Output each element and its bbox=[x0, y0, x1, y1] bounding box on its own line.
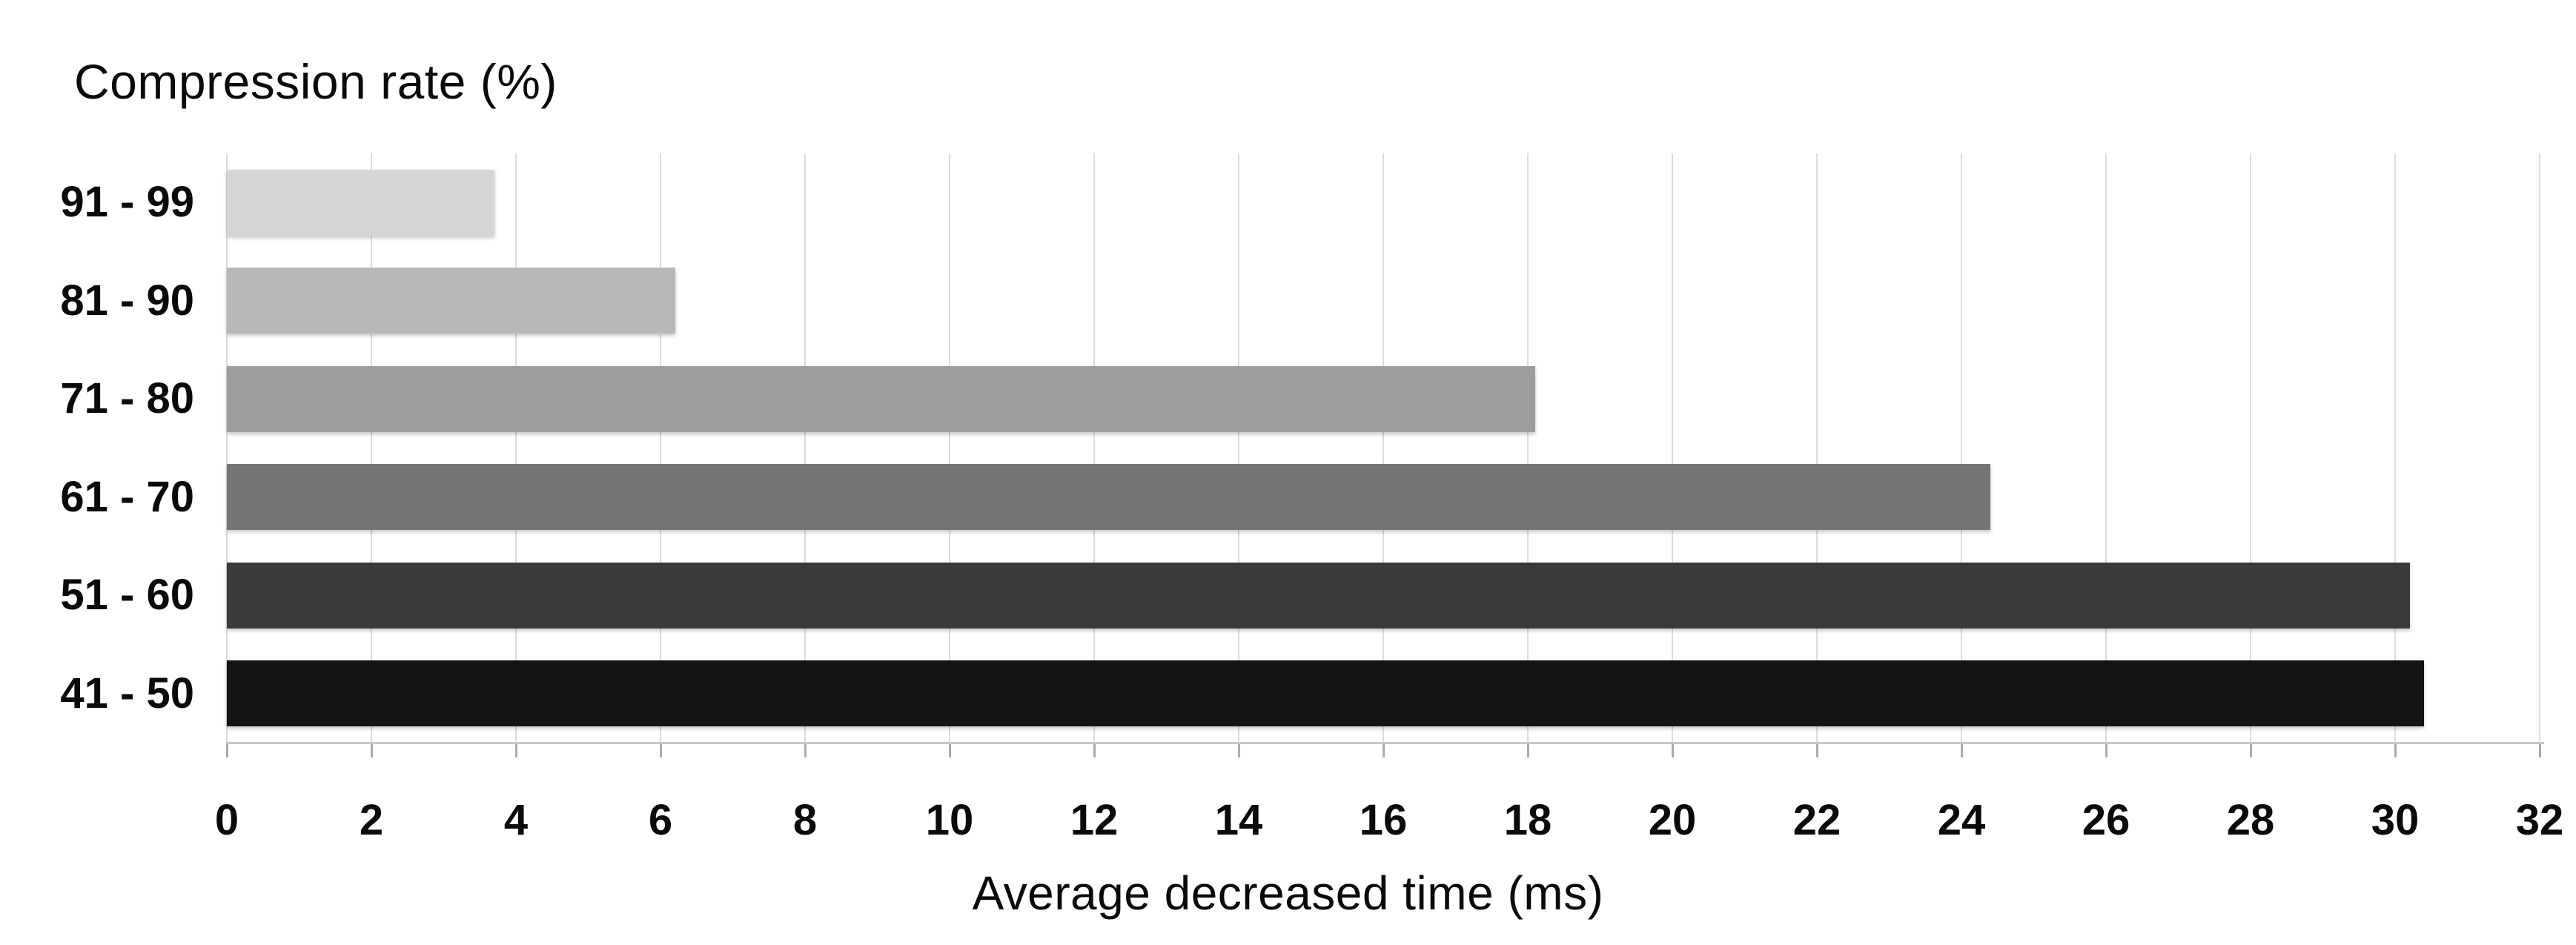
gridline bbox=[2539, 153, 2540, 743]
bar bbox=[227, 464, 1990, 531]
x-tick-label: 22 bbox=[1792, 796, 1841, 844]
axis-tick-mark bbox=[2539, 743, 2541, 757]
x-axis-line bbox=[227, 742, 2544, 744]
x-tick-label: 18 bbox=[1503, 796, 1552, 844]
x-tick-label: 14 bbox=[1214, 796, 1263, 844]
gridline bbox=[226, 153, 228, 743]
axis-tick-mark bbox=[804, 743, 807, 757]
x-tick-label: 30 bbox=[2371, 796, 2420, 844]
gridline bbox=[2105, 153, 2107, 743]
bar bbox=[227, 268, 675, 334]
gridline bbox=[660, 153, 661, 743]
chart-title: Compression rate (%) bbox=[74, 54, 557, 109]
axis-tick-mark bbox=[2105, 743, 2108, 757]
axis-tick-mark bbox=[1383, 743, 1385, 757]
axis-tick-mark bbox=[226, 743, 228, 757]
gridline bbox=[1961, 153, 1962, 743]
x-tick-label: 12 bbox=[1070, 796, 1119, 844]
gridline bbox=[515, 153, 517, 743]
axis-tick-mark bbox=[1816, 743, 1818, 757]
x-tick-label: 8 bbox=[792, 796, 818, 844]
x-tick-label: 6 bbox=[648, 796, 673, 844]
gridline bbox=[804, 153, 806, 743]
category-label: 91 - 99 bbox=[60, 178, 194, 227]
axis-tick-mark bbox=[2394, 743, 2397, 757]
axis-tick-mark bbox=[1961, 743, 1963, 757]
bar bbox=[227, 365, 1535, 432]
bar bbox=[227, 169, 494, 236]
x-tick-label: 20 bbox=[1648, 796, 1697, 844]
gridline bbox=[1238, 153, 1239, 743]
axis-tick-mark bbox=[1093, 743, 1096, 757]
gridline bbox=[371, 153, 372, 743]
gridline bbox=[2394, 153, 2396, 743]
axis-tick-mark bbox=[515, 743, 517, 757]
x-tick-label: 0 bbox=[214, 796, 239, 844]
gridline bbox=[2250, 153, 2251, 743]
axis-tick-mark bbox=[371, 743, 373, 757]
gridline bbox=[1093, 153, 1095, 743]
x-tick-label: 24 bbox=[1937, 796, 1986, 844]
x-tick-label: 16 bbox=[1359, 796, 1408, 844]
category-label: 61 - 70 bbox=[60, 472, 194, 521]
category-label: 71 - 80 bbox=[60, 374, 194, 423]
bar bbox=[227, 562, 2410, 629]
axis-tick-mark bbox=[1527, 743, 1529, 757]
x-tick-label: 2 bbox=[359, 796, 384, 844]
x-tick-label: 28 bbox=[2226, 796, 2275, 844]
x-tick-label: 26 bbox=[2082, 796, 2130, 844]
category-label: 51 - 60 bbox=[60, 571, 194, 620]
category-label: 41 - 50 bbox=[60, 669, 194, 717]
x-tick-label: 32 bbox=[2515, 796, 2564, 844]
axis-tick-mark bbox=[949, 743, 951, 757]
gridline bbox=[1816, 153, 1818, 743]
axis-tick-mark bbox=[1672, 743, 1674, 757]
gridline bbox=[1672, 153, 1673, 743]
gridline bbox=[949, 153, 950, 743]
x-axis-title: Average decreased time (ms) bbox=[972, 866, 1604, 920]
x-tick-label: 4 bbox=[503, 796, 529, 844]
axis-tick-mark bbox=[1238, 743, 1240, 757]
gridline bbox=[1527, 153, 1529, 743]
category-label: 81 - 90 bbox=[60, 276, 194, 325]
axis-tick-mark bbox=[660, 743, 662, 757]
axis-tick-mark bbox=[2250, 743, 2252, 757]
gridline bbox=[1383, 153, 1384, 743]
x-tick-label: 10 bbox=[925, 796, 974, 844]
bar bbox=[227, 660, 2424, 727]
